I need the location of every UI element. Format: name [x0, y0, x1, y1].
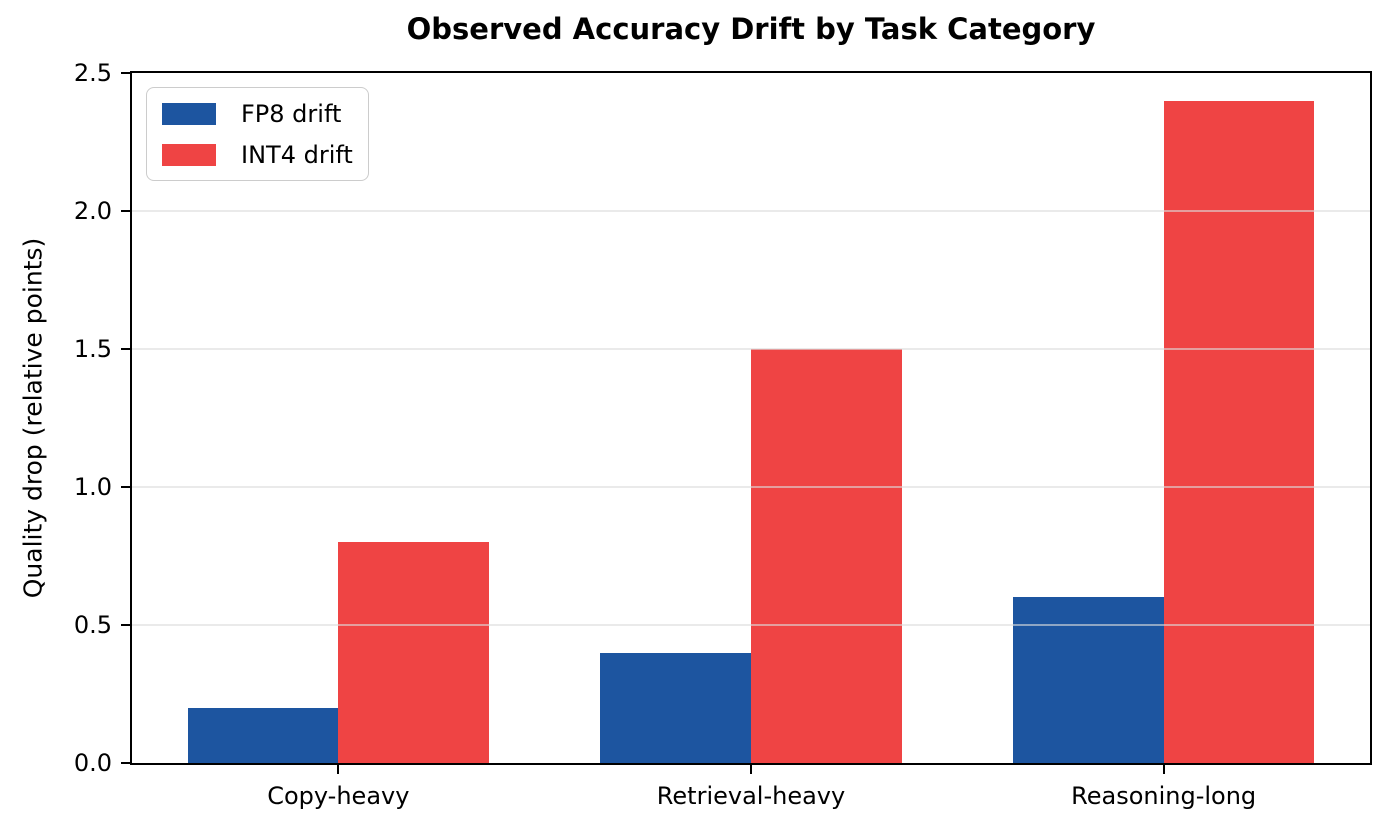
y-tick-mark [121, 762, 130, 764]
y-tick-label: 0.0 [73, 749, 112, 777]
x-tick-mark [337, 765, 340, 774]
gridline [132, 624, 1370, 626]
bar-fp8-drift-reasoning-long [1013, 597, 1164, 763]
legend-label-int4: INT4 drift [241, 140, 353, 169]
y-tick-mark [121, 210, 130, 212]
plot-area [130, 71, 1372, 765]
legend-swatch-int4-icon [162, 143, 216, 166]
y-tick-mark [121, 486, 130, 488]
y-tick-label: 1.0 [73, 473, 112, 501]
y-tick-label: 0.5 [73, 611, 112, 639]
y-axis-label: Quality drop (relative points) [18, 237, 48, 599]
gridline [132, 486, 1370, 488]
y-tick-label: 2.5 [73, 59, 112, 87]
y-tick-label: 2.0 [73, 197, 112, 225]
legend-label-fp8: FP8 drift [241, 99, 342, 128]
y-tick-mark [121, 624, 130, 626]
legend: FP8 drift INT4 drift [146, 87, 369, 181]
gridline [132, 210, 1370, 212]
legend-swatch-fp8-icon [162, 102, 216, 125]
x-tick-mark [750, 765, 752, 774]
y-tick-mark [121, 72, 130, 74]
bar-fp8-drift-copy-heavy [187, 707, 339, 763]
bar-int4-drift-copy-heavy [338, 542, 489, 763]
bar-int4-drift-retrieval-heavy [751, 349, 902, 763]
y-tick-mark [121, 348, 130, 350]
chart-title: Observed Accuracy Drift by Task Category [406, 12, 1096, 46]
x-tick-label: Retrieval-heavy [656, 782, 846, 810]
gridline [132, 348, 1370, 350]
x-tick-mark [1162, 765, 1165, 774]
bar-int4-drift-reasoning-long [1163, 100, 1315, 763]
x-tick-label: Reasoning-long [1071, 782, 1257, 810]
y-tick-label: 1.5 [73, 335, 112, 363]
legend-item-int4: INT4 drift [162, 134, 353, 175]
bar-fp8-drift-retrieval-heavy [600, 652, 751, 763]
legend-item-fp8: FP8 drift [162, 93, 353, 134]
x-tick-label: Copy-heavy [267, 782, 410, 810]
